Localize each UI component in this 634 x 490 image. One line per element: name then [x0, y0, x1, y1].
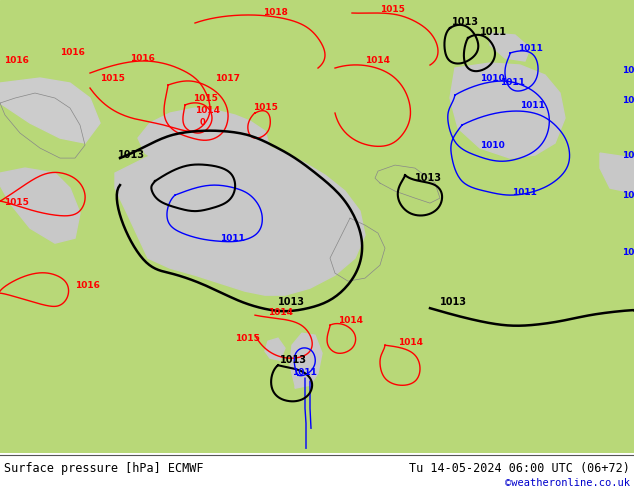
Text: 1016: 1016 [75, 281, 100, 290]
Text: 1014: 1014 [338, 316, 363, 325]
Text: 0: 0 [200, 118, 206, 127]
Polygon shape [138, 108, 270, 161]
Text: 1014: 1014 [268, 308, 293, 317]
Text: 1016: 1016 [4, 56, 29, 65]
Text: 1015: 1015 [100, 74, 125, 83]
Polygon shape [265, 338, 285, 360]
Text: 1010: 1010 [480, 74, 505, 83]
Polygon shape [0, 78, 100, 143]
Text: 1011: 1011 [292, 368, 317, 377]
Text: Surface pressure [hPa] ECMWF: Surface pressure [hPa] ECMWF [4, 462, 204, 475]
Text: 1011: 1011 [622, 151, 634, 160]
Text: 1010: 1010 [622, 66, 634, 75]
Text: 1010: 1010 [480, 141, 505, 150]
Polygon shape [115, 141, 365, 295]
Text: 1013: 1013 [118, 150, 145, 160]
Text: 1013: 1013 [278, 297, 305, 307]
Text: 1014: 1014 [365, 56, 390, 65]
Text: 1014: 1014 [195, 106, 220, 115]
Text: 1017: 1017 [215, 74, 240, 83]
Text: 1011: 1011 [518, 44, 543, 53]
Polygon shape [600, 153, 634, 193]
Text: 1011: 1011 [512, 188, 537, 197]
Text: 1015: 1015 [235, 334, 260, 343]
Text: 1011: 1011 [480, 27, 507, 37]
Text: ©weatheronline.co.uk: ©weatheronline.co.uk [505, 478, 630, 488]
Text: 1015: 1015 [4, 198, 29, 207]
Text: 1015: 1015 [193, 94, 218, 103]
Text: 1013: 1013 [440, 297, 467, 307]
Text: 1010: 1010 [622, 96, 634, 105]
Text: 1014: 1014 [398, 338, 423, 347]
Polygon shape [0, 168, 80, 243]
Text: 1015: 1015 [380, 5, 405, 14]
Polygon shape [450, 63, 565, 158]
Text: Tu 14-05-2024 06:00 UTC (06+72): Tu 14-05-2024 06:00 UTC (06+72) [409, 462, 630, 475]
Text: 1011: 1011 [520, 101, 545, 110]
Text: 1013: 1013 [415, 173, 442, 183]
Text: 1013: 1013 [280, 355, 307, 365]
Text: 100: 100 [622, 248, 634, 257]
Polygon shape [290, 333, 322, 388]
Text: 1011: 1011 [622, 191, 634, 200]
Text: 1013: 1013 [452, 17, 479, 27]
Text: 1016: 1016 [60, 48, 85, 57]
Text: 1015: 1015 [253, 103, 278, 112]
Polygon shape [490, 33, 530, 61]
Text: 1011: 1011 [500, 78, 525, 87]
Text: 1016: 1016 [130, 54, 155, 63]
Text: 1011: 1011 [220, 234, 245, 243]
Text: 1018: 1018 [263, 8, 288, 17]
